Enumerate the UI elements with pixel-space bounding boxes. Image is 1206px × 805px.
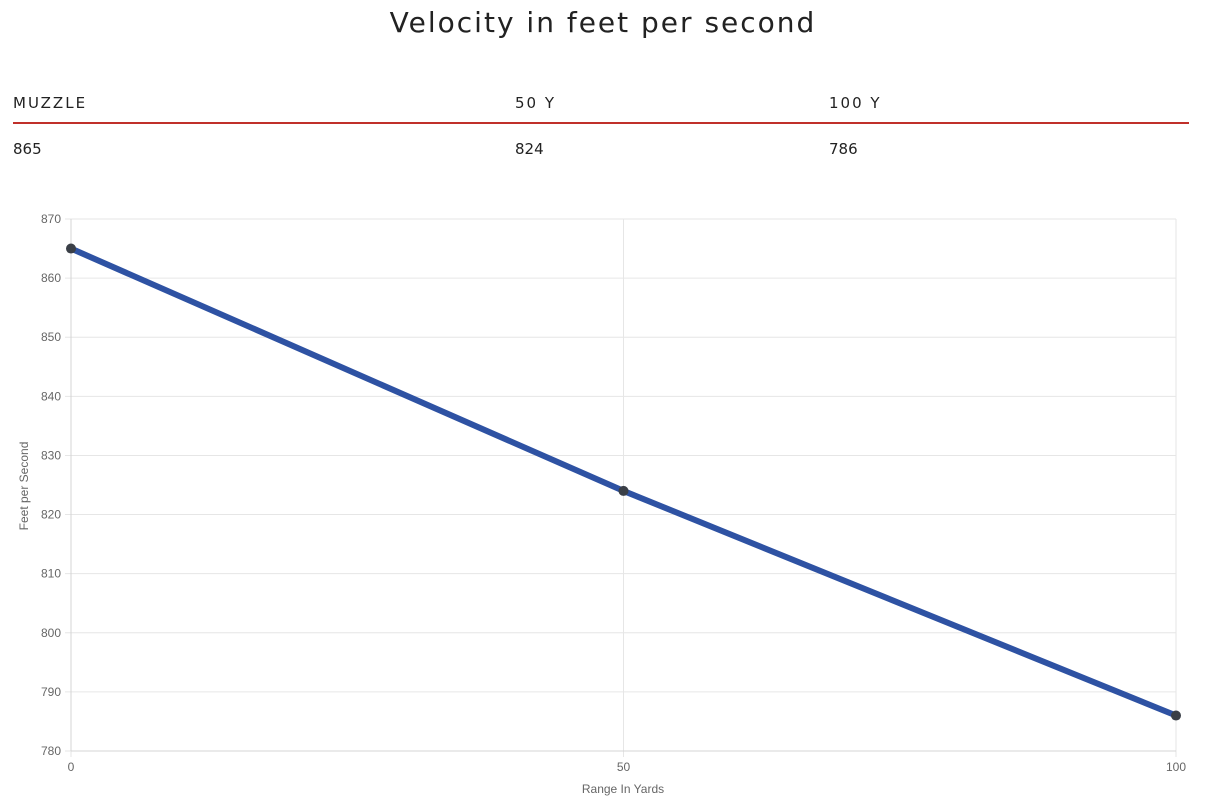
x-tick-label: 100: [1166, 760, 1186, 774]
data-point: [66, 243, 76, 254]
velocity-chart-svg: 780 790 800 810 820 830 840 850 860 870 0 50 100 Ra…: [17, 212, 1187, 796]
y-tick-labels: 780 790 800 810 820 830 840 850 860 870: [41, 212, 61, 758]
header-50-yards: 50 Y: [515, 86, 829, 124]
axes: [70, 219, 1176, 752]
y-tick-label: 870: [41, 212, 61, 226]
y-tick-label: 860: [41, 271, 61, 285]
y-axis-title: Feet per Second: [17, 442, 31, 531]
x-tick-labels: 0 50 100: [68, 760, 1187, 774]
header-100-yards: 100 Y: [829, 86, 1189, 124]
y-tick-label: 790: [41, 685, 61, 699]
data-points: [66, 243, 1181, 721]
page-title: Velocity in feet per second: [389, 6, 817, 39]
y-tick-label: 810: [41, 567, 61, 581]
data-point: [618, 485, 629, 496]
table-header-row: MUZZLE 50 Y 100 Y: [13, 86, 1189, 124]
y-tick-label: 780: [41, 744, 61, 758]
y-tick-label: 800: [41, 626, 61, 640]
table-row: 865 824 786: [13, 123, 1189, 166]
x-tick-label: 50: [617, 760, 631, 774]
y-tick-label: 820: [41, 508, 61, 522]
y-tick-label: 850: [41, 330, 61, 344]
velocity-chart: 780 790 800 810 820 830 840 850 860 870 0 50 100 Ra…: [0, 200, 1206, 805]
value-muzzle: 865: [13, 140, 42, 158]
y-tick-label: 840: [41, 389, 61, 403]
data-point: [1171, 710, 1181, 721]
value-100-yards: 786: [829, 140, 858, 158]
velocity-table: MUZZLE 50 Y 100 Y 865 824 786: [13, 86, 1189, 166]
x-tick-label: 0: [68, 760, 75, 774]
value-50-yards: 824: [515, 140, 544, 158]
y-tick-label: 830: [41, 448, 61, 462]
header-muzzle: MUZZLE: [13, 86, 515, 124]
x-axis-title: Range In Yards: [582, 782, 664, 796]
